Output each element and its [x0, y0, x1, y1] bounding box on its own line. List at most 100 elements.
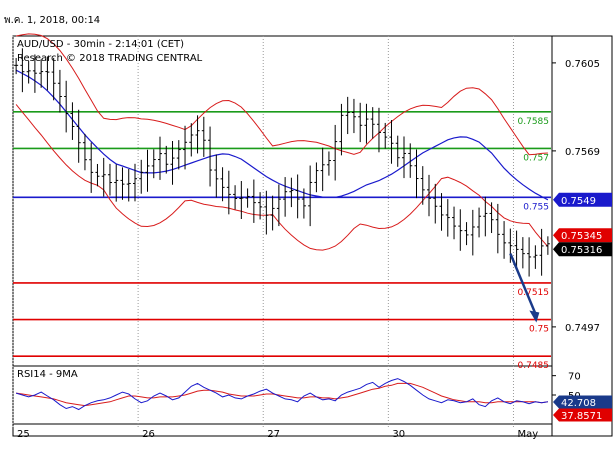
- rsi-tag: 37.8571: [553, 408, 612, 422]
- price-bar: [51, 57, 56, 101]
- y-tick-label: 0.7605: [565, 59, 600, 70]
- price-bar: [95, 163, 100, 187]
- rsi-tag: 42.708: [553, 395, 612, 409]
- x-tick-label: 27: [267, 429, 280, 440]
- price-bar: [239, 181, 244, 219]
- price-bar: [64, 80, 69, 133]
- price-bar: [308, 165, 313, 227]
- timestamp-bar: พ.ค. 1, 2018, 00:14: [0, 0, 613, 26]
- price-bar: [139, 159, 144, 194]
- level-label: 0.75: [529, 325, 549, 335]
- price-bar: [339, 103, 344, 156]
- price-bar: [502, 221, 507, 259]
- rsi-tag-box: [553, 408, 612, 422]
- price-bar: [489, 202, 494, 234]
- price-bar: [158, 136, 163, 180]
- level-label: 0.755: [523, 202, 549, 212]
- price-bar: [107, 163, 112, 196]
- price-bar: [533, 245, 538, 269]
- upper-band: [16, 33, 548, 156]
- price-tag-box: [553, 242, 612, 257]
- price-bar: [164, 145, 169, 174]
- price-bar: [295, 174, 300, 219]
- price-bar: [176, 140, 181, 170]
- price-bar: [283, 177, 288, 217]
- price-bar: [151, 149, 156, 179]
- price-tag: 0.75345: [553, 228, 612, 243]
- price-bar: [470, 209, 475, 256]
- price-bar: [26, 61, 31, 84]
- rsi-tick-label: 70: [568, 372, 581, 383]
- price-bar: [452, 206, 457, 240]
- price-bar: [208, 126, 213, 187]
- price-bar: [195, 115, 200, 154]
- price-bar: [383, 122, 388, 149]
- price-bar: [314, 162, 319, 193]
- price-bar: [395, 135, 400, 167]
- level-label: 0.7515: [518, 288, 550, 298]
- price-bar: [351, 98, 356, 134]
- price-bar: [226, 170, 231, 215]
- price-bar: [289, 177, 294, 208]
- price-bar: [401, 136, 406, 179]
- x-tick-label: 25: [17, 429, 30, 440]
- chart-subtitle: Research © 2018 TRADING CENTRAL: [17, 53, 203, 64]
- price-bar: [364, 103, 369, 144]
- price-bar: [57, 69, 62, 113]
- price-bar: [408, 143, 413, 178]
- chart-title: AUD/USD - 30min - 2:14:01 (CET): [17, 39, 184, 50]
- price-bar: [414, 149, 419, 199]
- price-bar: [464, 222, 469, 246]
- price-tag-label: 0.75345: [561, 231, 602, 242]
- lower-band: [15, 104, 549, 251]
- price-bar: [370, 107, 375, 139]
- price-bar: [258, 192, 263, 220]
- x-tick-label: 26: [142, 429, 155, 440]
- price-tag-label: 0.7549: [561, 196, 596, 207]
- rsi-tag-box: [553, 395, 612, 409]
- price-bar: [220, 167, 225, 202]
- x-tick-label: 30: [392, 429, 405, 440]
- price-bar: [439, 193, 444, 231]
- price-tag: 0.7549: [553, 192, 612, 207]
- price-bar: [89, 142, 94, 193]
- price-bar: [101, 157, 106, 197]
- level-label: 0.7485: [518, 361, 550, 371]
- price-bar: [32, 54, 37, 93]
- price-bar: [45, 56, 50, 91]
- price-bar: [539, 228, 544, 276]
- price-bar: [201, 116, 206, 157]
- price-bar: [82, 133, 87, 171]
- price-bar: [76, 109, 81, 163]
- price-bar: [420, 166, 425, 205]
- moving-average: [15, 69, 549, 201]
- price-bar: [427, 174, 432, 217]
- price-bar: [170, 141, 175, 185]
- price-bar: [276, 184, 281, 227]
- price-bar: [14, 58, 19, 75]
- price-bar: [458, 209, 463, 251]
- forecast-arrow-shaft: [509, 253, 537, 315]
- price-bar: [70, 102, 75, 140]
- price-bar: [214, 154, 219, 198]
- price-bar: [183, 125, 188, 170]
- rsi-line: [15, 378, 548, 411]
- price-bar: [270, 195, 275, 231]
- price-bar: [495, 203, 500, 254]
- price-bar: [20, 48, 25, 93]
- price-bar: [326, 151, 331, 176]
- price-bar: [39, 59, 44, 88]
- rsi-label: RSI14 - 9MA: [17, 369, 78, 380]
- level-label: 0.757: [523, 153, 549, 163]
- price-bar: [445, 199, 450, 237]
- price-bar: [477, 207, 482, 238]
- price-bar: [245, 188, 250, 208]
- y-tick-label: 0.7497: [565, 323, 600, 334]
- price-bar: [333, 124, 338, 181]
- price-tag-label: 0.75316: [561, 245, 602, 256]
- price-tag: 0.75316: [553, 242, 612, 257]
- rsi-tag-label: 42.708: [561, 398, 596, 409]
- price-bar: [358, 102, 363, 143]
- price-bar: [189, 123, 194, 157]
